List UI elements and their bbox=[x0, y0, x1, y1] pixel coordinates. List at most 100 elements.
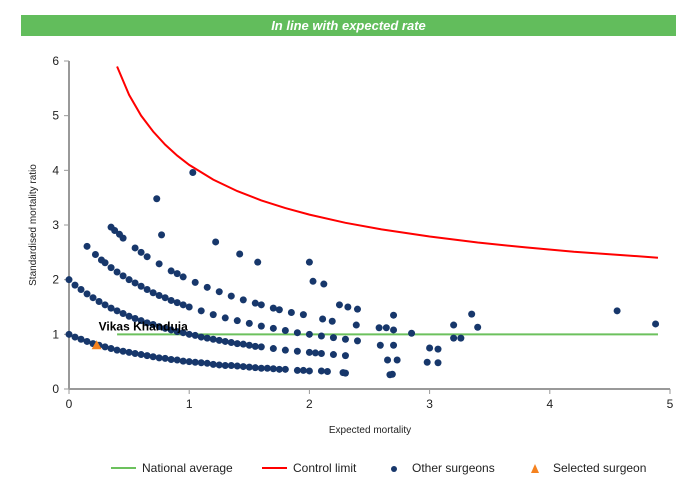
other-surgeon-point bbox=[115, 230, 123, 238]
other-surgeon-point bbox=[233, 340, 241, 348]
other-surgeon-point bbox=[393, 356, 401, 364]
other-surgeon-point bbox=[131, 279, 139, 287]
other-surgeon-point bbox=[245, 341, 253, 349]
other-surgeon-point bbox=[215, 336, 223, 344]
other-surgeon-point bbox=[185, 358, 193, 366]
other-surgeon-point bbox=[251, 342, 259, 350]
other-surgeon-point bbox=[323, 368, 331, 376]
other-surgeon-point bbox=[173, 270, 181, 278]
other-surgeon-point bbox=[245, 363, 253, 371]
selected-surgeon-point bbox=[91, 340, 102, 350]
other-surgeon-point bbox=[227, 339, 235, 347]
other-surgeon-point bbox=[251, 364, 259, 372]
other-surgeon-point bbox=[137, 351, 145, 359]
other-surgeon-point bbox=[71, 281, 79, 289]
other-surgeon-point bbox=[191, 278, 199, 286]
other-surgeon-point bbox=[179, 301, 187, 309]
other-surgeon-point bbox=[474, 323, 482, 331]
other-surgeon-point bbox=[239, 296, 247, 304]
other-surgeon-point bbox=[161, 354, 169, 362]
y-tick-label: 2 bbox=[52, 273, 59, 287]
other-surgeon-point bbox=[77, 286, 85, 294]
other-surgeon-point bbox=[185, 330, 193, 338]
other-surgeon-point bbox=[269, 345, 277, 353]
other-surgeon-point bbox=[91, 251, 99, 259]
other-surgeon-point bbox=[189, 169, 197, 177]
other-surgeon-point bbox=[386, 371, 394, 379]
other-surgeon-point bbox=[457, 334, 465, 342]
other-surgeon-point bbox=[239, 363, 247, 371]
control-limit-line bbox=[116, 66, 659, 259]
x-tick-label: 2 bbox=[306, 397, 313, 411]
y-tick-label: 0 bbox=[52, 382, 59, 396]
other-surgeon-point bbox=[155, 323, 163, 331]
other-surgeon-point bbox=[197, 307, 205, 315]
other-surgeon-point bbox=[287, 308, 295, 316]
other-surgeon-point bbox=[320, 280, 328, 288]
other-surgeon-point bbox=[101, 343, 109, 351]
other-surgeon-point bbox=[119, 347, 127, 355]
other-surgeon-point bbox=[155, 292, 163, 300]
y-tick-label: 6 bbox=[52, 54, 59, 68]
other-surgeon-point bbox=[143, 253, 151, 261]
other-surgeon-point bbox=[197, 359, 205, 367]
other-surgeon-point bbox=[77, 335, 85, 343]
other-surgeon-point bbox=[329, 351, 337, 359]
other-surgeon-point bbox=[149, 353, 157, 361]
legend-other-surgeons: Other surgeons bbox=[412, 461, 495, 475]
other-surgeon-point bbox=[384, 356, 392, 364]
other-surgeon-point bbox=[382, 324, 390, 332]
other-surgeon-point bbox=[311, 349, 319, 357]
other-surgeon-point bbox=[281, 327, 289, 335]
other-surgeon-point bbox=[257, 364, 265, 372]
other-surgeon-point bbox=[167, 355, 175, 363]
other-surgeon-point bbox=[329, 334, 337, 342]
other-surgeon-point bbox=[344, 303, 352, 311]
other-surgeon-point bbox=[212, 238, 220, 246]
other-surgeon-point bbox=[390, 341, 398, 349]
other-surgeon-point bbox=[275, 306, 283, 314]
other-surgeon-point bbox=[173, 328, 181, 336]
x-tick-label: 1 bbox=[186, 397, 193, 411]
other-surgeon-point bbox=[305, 348, 313, 356]
other-surgeon-point bbox=[179, 329, 187, 337]
y-tick-label: 4 bbox=[52, 163, 59, 177]
other-surgeon-point bbox=[305, 330, 313, 338]
other-surgeon-point bbox=[652, 320, 660, 328]
other-surgeon-point bbox=[209, 360, 217, 368]
status-banner: In line with expected rate bbox=[21, 15, 676, 36]
other-surgeon-point bbox=[107, 264, 115, 272]
other-surgeon-point bbox=[341, 369, 349, 377]
other-surgeon-point bbox=[119, 272, 127, 280]
other-surgeon-point bbox=[450, 334, 458, 342]
other-surgeon-point bbox=[269, 365, 277, 373]
other-surgeon-point bbox=[257, 301, 265, 309]
other-surgeon-point bbox=[293, 366, 301, 374]
other-surgeon-point bbox=[468, 310, 476, 318]
other-surgeon-point bbox=[245, 319, 253, 327]
other-surgeon-point bbox=[113, 346, 121, 354]
other-surgeon-point bbox=[426, 344, 434, 352]
other-surgeon-point bbox=[143, 286, 151, 294]
other-surgeon-point bbox=[179, 273, 187, 281]
other-surgeon-point bbox=[434, 345, 442, 353]
other-surgeon-point bbox=[251, 299, 259, 307]
other-surgeon-point bbox=[197, 333, 205, 341]
other-surgeon-point bbox=[137, 282, 145, 290]
other-surgeon-point bbox=[191, 331, 199, 339]
other-surgeon-point bbox=[236, 250, 244, 258]
other-surgeon-point bbox=[143, 319, 151, 327]
other-surgeon-point bbox=[161, 294, 169, 302]
other-surgeon-point bbox=[353, 337, 361, 345]
other-surgeon-point bbox=[158, 231, 166, 239]
other-surgeon-point bbox=[119, 310, 127, 318]
other-surgeon-point bbox=[335, 301, 343, 309]
other-surgeon-point bbox=[233, 362, 241, 370]
other-surgeon-point bbox=[113, 268, 121, 276]
other-surgeon-point bbox=[293, 329, 301, 337]
other-surgeon-point bbox=[131, 349, 139, 357]
other-surgeon-point bbox=[227, 361, 235, 369]
other-surgeon-point bbox=[613, 307, 621, 315]
other-surgeon-point bbox=[281, 365, 289, 373]
other-surgeon-point bbox=[137, 317, 145, 325]
